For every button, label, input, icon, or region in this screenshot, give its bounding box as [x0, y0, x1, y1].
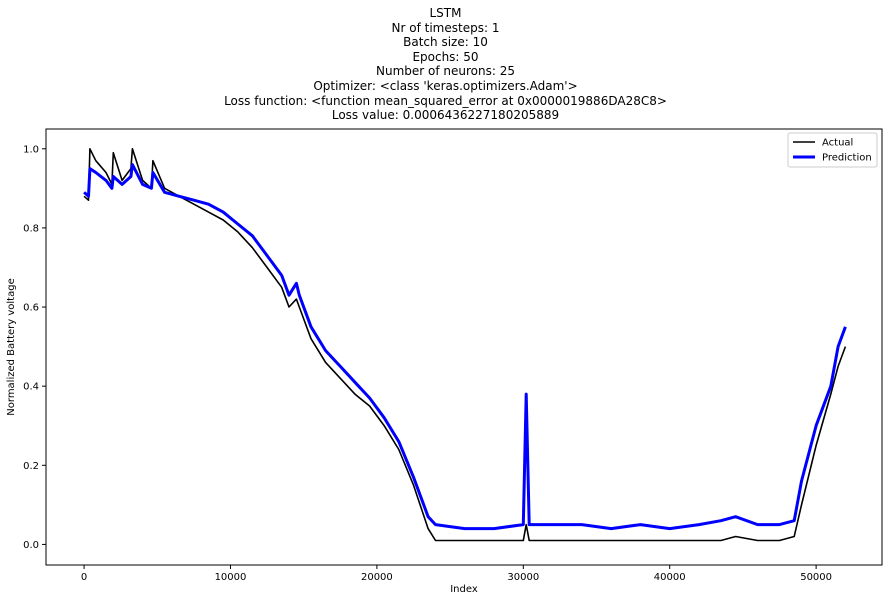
title-line: Epochs: 50: [412, 49, 479, 64]
x-tick-label: 20000: [361, 572, 393, 583]
title-line: Batch size: 10: [403, 35, 488, 50]
x-tick-label: 30000: [507, 572, 539, 583]
x-axis-ticks: 0 10000 20000 30000 40000 50000: [81, 565, 832, 583]
title-line: Loss function: <function mean_squared_er…: [224, 93, 667, 108]
title-line: Loss value: 0.0006436227180205889: [331, 108, 560, 123]
y-tick-label: 0.6: [23, 303, 39, 314]
y-tick-label: 0.8: [23, 223, 39, 234]
plot-area: [83, 148, 847, 542]
series-line-actual: [83, 148, 847, 542]
legend-label-prediction: Prediction: [822, 153, 872, 164]
plot-frame: [45, 128, 883, 566]
title-line: Number of neurons: 25: [376, 64, 515, 79]
legend-label-actual: Actual: [822, 138, 853, 149]
chart-title: LSTM Nr of timesteps: 1 Batch size: 10 E…: [0, 6, 891, 123]
series-line-prediction: [83, 163, 847, 531]
y-axis-ticks: 0.0 0.2 0.4 0.6 0.8 1.0: [23, 144, 46, 551]
title-line: LSTM: [429, 6, 462, 20]
x-tick-label: 40000: [654, 572, 686, 583]
y-tick-label: 0.2: [23, 461, 39, 472]
x-tick-label: 50000: [800, 572, 832, 583]
title-line: Nr of timesteps: 1: [391, 20, 500, 35]
legend: Actual Prediction: [787, 132, 878, 168]
x-tick-label: 0: [81, 572, 87, 583]
y-tick-label: 0.0: [23, 540, 39, 551]
y-axis-label: Normalized Battery voltage: [6, 278, 17, 415]
y-tick-label: 1.0: [23, 144, 39, 155]
title-line: Optimizer: <class 'keras.optimizers.Adam…: [313, 78, 578, 93]
x-axis-label: Index: [450, 584, 478, 595]
x-tick-label: 10000: [215, 572, 247, 583]
y-tick-label: 0.4: [23, 382, 39, 393]
